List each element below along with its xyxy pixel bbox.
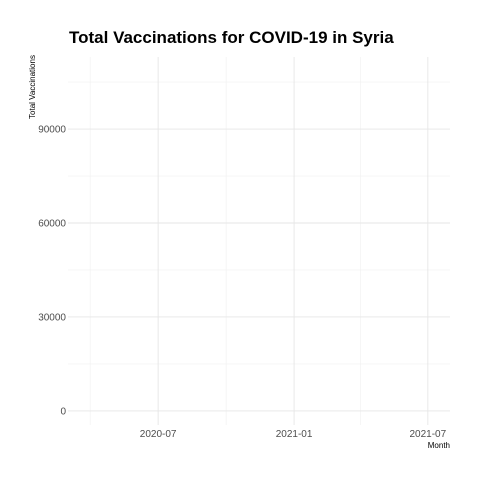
chart-title: Total Vaccinations for COVID-19 in Syria [69,28,394,47]
y-tick-label: 0 [60,406,66,417]
x-tick-label: 2021-07 [409,429,446,440]
x-tick-label: 2021-01 [276,429,313,440]
x-axis-ticks: 2020-07 2021-01 2021-07 [140,429,447,440]
y-tick-label: 60000 [38,218,66,229]
x-axis-title: Month [428,441,450,450]
gridlines [68,57,450,425]
y-axis-ticks: 0 30000 60000 90000 [38,125,66,418]
y-axis-title: Total Vaccinations [28,55,37,119]
y-tick-label: 30000 [38,312,66,323]
y-tick-label: 90000 [38,125,66,136]
x-tick-label: 2020-07 [140,429,177,440]
